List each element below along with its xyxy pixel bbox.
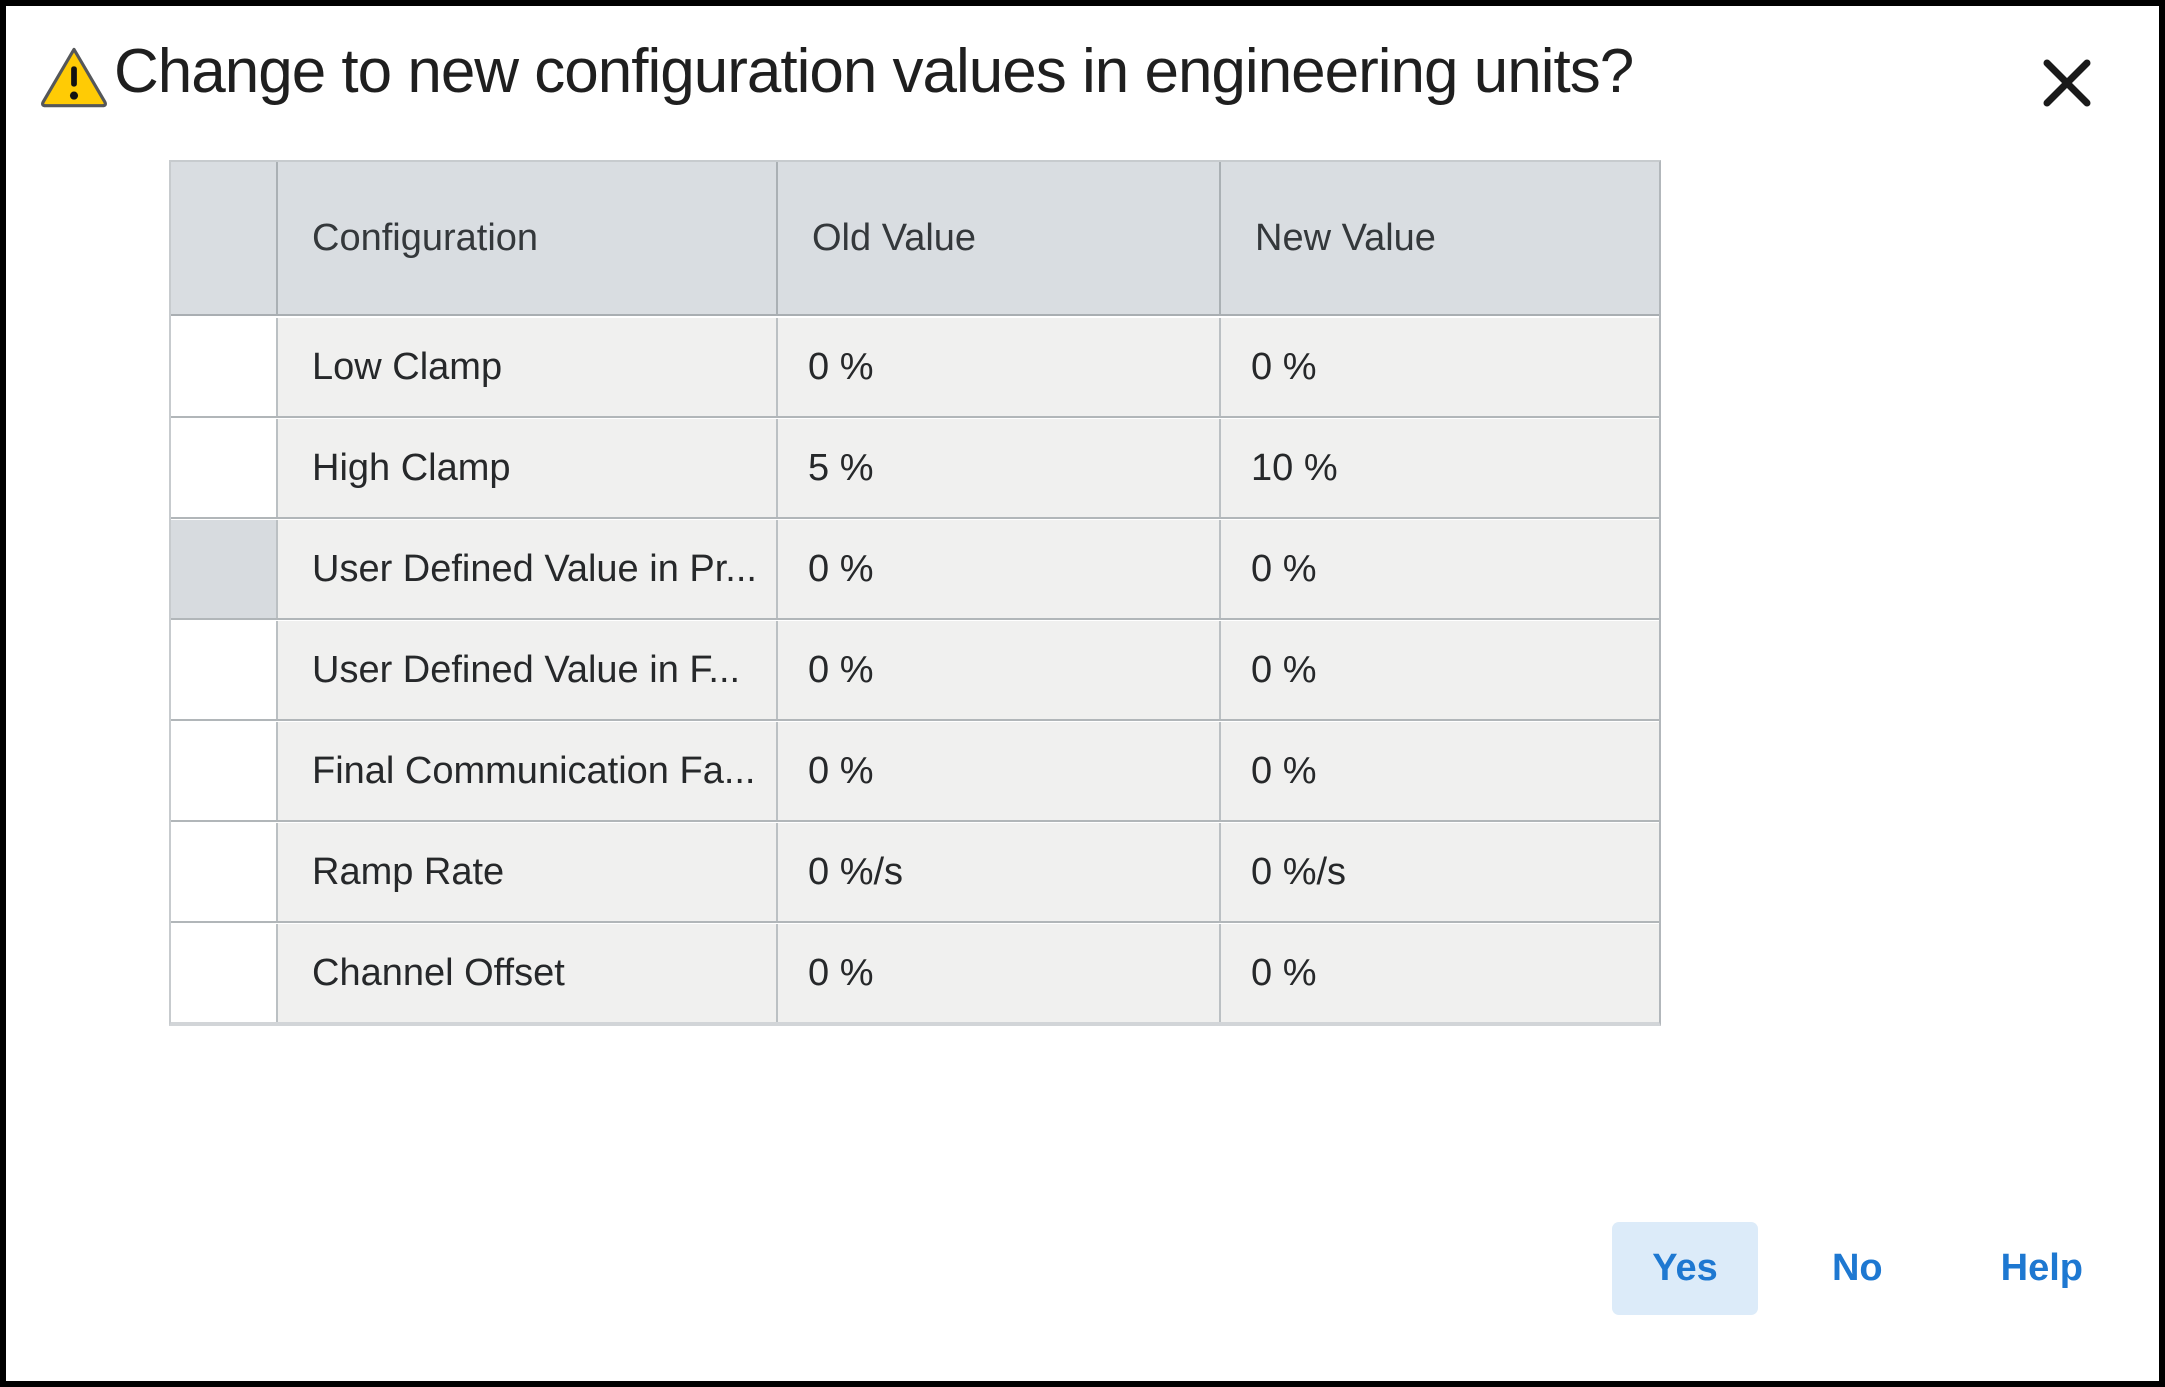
table-row[interactable]: User Defined Value in F... 0 % 0 % (171, 621, 1659, 719)
no-button[interactable]: No (1831, 1247, 1883, 1289)
table-row[interactable]: Final Communication Fa... 0 % 0 % (171, 722, 1659, 820)
help-button[interactable]: Help (2000, 1247, 2083, 1289)
cell-configuration: Final Communication Fa... (276, 722, 776, 820)
close-button[interactable] (2033, 50, 2101, 116)
cell-configuration: User Defined Value in F... (276, 621, 776, 719)
cell-new-value: 0 % (1219, 924, 1659, 1022)
table-row[interactable]: User Defined Value in Pr... 0 % 0 % (171, 520, 1659, 618)
table-row[interactable]: Channel Offset 0 % 0 % (171, 924, 1659, 1022)
table-row[interactable]: Ramp Rate 0 %/s 0 %/s (171, 823, 1659, 921)
warning-triangle-icon (40, 46, 108, 113)
row-indicator-cell[interactable] (171, 520, 276, 618)
cell-configuration: User Defined Value in Pr... (276, 520, 776, 618)
row-indicator-cell[interactable] (171, 924, 276, 1022)
row-indicator-cell[interactable] (171, 823, 276, 921)
header-cell-old-value[interactable]: Old Value (776, 162, 1219, 314)
dialog-title: Change to new configuration values in en… (114, 37, 1634, 106)
table-row[interactable]: High Clamp 5 % 10 % (171, 419, 1659, 517)
cell-new-value: 0 % (1219, 318, 1659, 416)
cell-old-value: 0 % (776, 924, 1219, 1022)
row-indicator-cell[interactable] (171, 419, 276, 517)
configuration-table: Configuration Old Value New Value Low Cl… (169, 160, 1661, 1026)
table-body: Low Clamp 0 % 0 % High Clamp 5 % 10 % Us… (171, 318, 1659, 1022)
yes-button[interactable]: Yes (1611, 1222, 1758, 1315)
cell-old-value: 0 %/s (776, 823, 1219, 921)
cell-old-value: 0 % (776, 621, 1219, 719)
close-x-icon (2041, 59, 2093, 111)
cell-configuration: Low Clamp (276, 318, 776, 416)
table-header-row: Configuration Old Value New Value (171, 162, 1659, 314)
cell-new-value: 10 % (1219, 419, 1659, 517)
header-cell-new-value[interactable]: New Value (1219, 162, 1659, 314)
cell-new-value: 0 % (1219, 621, 1659, 719)
table-row[interactable]: Low Clamp 0 % 0 % (171, 318, 1659, 416)
cell-new-value: 0 %/s (1219, 823, 1659, 921)
cell-new-value: 0 % (1219, 520, 1659, 618)
header-cell-configuration[interactable]: Configuration (276, 162, 776, 314)
dialog-header: Change to new configuration values in en… (6, 6, 2159, 116)
row-indicator-cell[interactable] (171, 621, 276, 719)
cell-configuration: Channel Offset (276, 924, 776, 1022)
row-indicator-cell[interactable] (171, 318, 276, 416)
cell-configuration: Ramp Rate (276, 823, 776, 921)
cell-configuration: High Clamp (276, 419, 776, 517)
row-indicator-cell[interactable] (171, 722, 276, 820)
dialog-footer: Yes No Help (6, 1222, 2159, 1381)
cell-old-value: 0 % (776, 318, 1219, 416)
table-area: Configuration Old Value New Value Low Cl… (169, 160, 2159, 1026)
cell-old-value: 0 % (776, 722, 1219, 820)
cell-old-value: 5 % (776, 419, 1219, 517)
header-cell-indicator (171, 162, 276, 314)
cell-new-value: 0 % (1219, 722, 1659, 820)
cell-old-value: 0 % (776, 520, 1219, 618)
